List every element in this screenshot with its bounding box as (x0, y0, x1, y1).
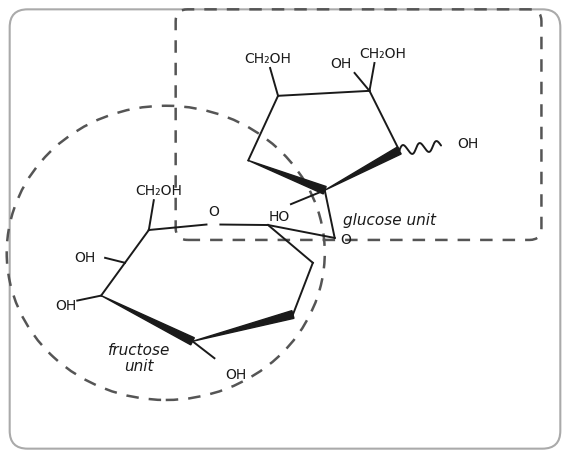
Text: O: O (208, 205, 219, 218)
Text: glucose unit: glucose unit (343, 213, 436, 228)
Polygon shape (248, 160, 326, 194)
Text: HO: HO (268, 210, 290, 224)
Text: unit: unit (124, 359, 154, 374)
Text: OH: OH (457, 136, 478, 151)
Text: OH: OH (331, 57, 352, 71)
FancyBboxPatch shape (10, 9, 560, 449)
Text: OH: OH (56, 299, 77, 312)
Polygon shape (101, 295, 194, 345)
Polygon shape (325, 147, 401, 190)
Text: OH: OH (225, 368, 247, 382)
Text: fructose: fructose (108, 343, 170, 358)
Polygon shape (193, 311, 294, 341)
Text: CH₂OH: CH₂OH (135, 184, 182, 198)
Text: OH: OH (74, 251, 95, 265)
Text: CH₂OH: CH₂OH (245, 52, 291, 66)
Text: CH₂OH: CH₂OH (359, 47, 406, 61)
Text: O: O (341, 233, 352, 247)
